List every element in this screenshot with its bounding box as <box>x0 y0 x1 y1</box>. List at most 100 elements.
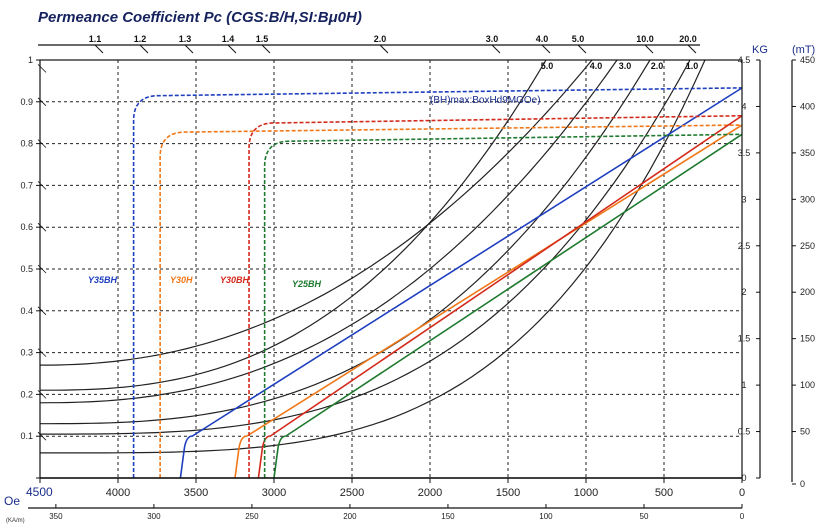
pc-left-tick <box>37 431 47 441</box>
pc-top-label: 1.4 <box>222 34 235 44</box>
pc-top-label: 1.3 <box>179 34 192 44</box>
pc-left-tick <box>37 181 47 190</box>
y-tick-label-mt: 450 <box>800 55 815 65</box>
x-tick-label-oe: 0 <box>739 487 745 499</box>
pc-tick <box>644 44 654 54</box>
pc-tick <box>94 44 104 54</box>
pc-inner-label: 5.0 <box>541 61 554 71</box>
pc-top-label: 3.0 <box>486 34 499 44</box>
y-tick-label-kg: 1 <box>741 380 746 390</box>
grid-lines <box>40 60 742 478</box>
x-tick-label-ka: 100 <box>539 512 553 521</box>
y-tick-label-kg: 2 <box>741 287 746 297</box>
y-tick-label-mt: 300 <box>800 194 815 204</box>
x-unit-oe: Oe <box>4 494 20 508</box>
y-tick-label-mt: 400 <box>800 101 815 111</box>
pc-top-label: 1.1 <box>89 34 102 44</box>
x-tick-label-oe: 3500 <box>184 487 208 499</box>
pc-top-label: 4.0 <box>536 34 549 44</box>
y-tick-label-frac: 0.6 <box>20 222 33 232</box>
intrinsic-curve-Y30BH <box>248 114 743 478</box>
bhmax-annotation: (BH)max:BoxHd9MGOe) <box>430 95 541 106</box>
pc-left-tick <box>37 64 47 73</box>
x-tick-label-ka: 250 <box>245 512 259 521</box>
y-tick-label-kg: 2.5 <box>738 241 751 251</box>
y-tick-label-frac: 0.7 <box>20 180 33 190</box>
demag-line-Y35BH <box>179 87 743 479</box>
y-tick-label-kg: 0.5 <box>738 427 751 437</box>
y-tick-label-mt: 100 <box>800 380 815 390</box>
y-tick-label-kg: 1.5 <box>738 334 751 344</box>
pc-tick <box>541 44 551 54</box>
pc-left-tick <box>37 390 47 399</box>
x-tick-label-oe: 2000 <box>418 487 442 499</box>
y-unit-mt: (mT) <box>792 44 815 56</box>
x-tick-label-oe: 1000 <box>574 487 598 499</box>
y-unit-kg: KG <box>752 44 768 56</box>
pc-tick <box>227 44 237 54</box>
pc-left-tick <box>37 139 47 148</box>
axes <box>28 44 796 509</box>
bhmax-curves <box>39 59 706 454</box>
x-tick-label-ka: 200 <box>343 512 357 521</box>
pc-labels: 1.1 1.2 1.3 1.4 1.5 2.0 3.0 4.0 5.0 10.0 20.0 5.0 4.… <box>89 34 699 71</box>
x-unit-ka: (KA/m) <box>6 518 25 524</box>
chart-title: Permeance Coefficient Pc (CGS:B/H,SI:Bμ0… <box>38 9 362 26</box>
bhmax-curve <box>40 59 547 391</box>
x-tick-label-oe: 500 <box>655 487 673 499</box>
bhmax-curve <box>40 59 706 454</box>
permeance-lines <box>37 44 697 441</box>
pc-top-label: 1.5 <box>256 34 269 44</box>
pc-inner-label: 4.0 <box>590 61 603 71</box>
demagnetization-curves <box>132 87 743 479</box>
grade-label: Y35BH <box>88 275 118 285</box>
pc-top-label: 10.0 <box>636 34 654 44</box>
x-tick-label-oe: 4000 <box>106 487 130 499</box>
y-tick-label-mt: 50 <box>800 427 810 437</box>
y-tick-label-frac: 0.5 <box>20 264 33 274</box>
pc-inner-label: 2.0 <box>651 61 664 71</box>
x-tick-label-oe: 2500 <box>340 487 364 499</box>
pc-top-label: 5.0 <box>572 34 585 44</box>
y-tick-label-kg: 4.5 <box>738 55 751 65</box>
pc-tick <box>139 44 149 54</box>
pc-tick <box>687 44 697 54</box>
x-tick-label-oe: 3000 <box>262 487 286 499</box>
pc-top-label: 2.0 <box>374 34 387 44</box>
pc-left-tick <box>37 348 47 357</box>
pc-tick <box>379 44 389 54</box>
y-tick-label-mt: 0 <box>800 479 805 489</box>
y-tick-label-mt: 200 <box>800 287 815 297</box>
x-tick-label-ka: 0 <box>740 512 745 521</box>
demag-line-Y30H <box>234 124 743 479</box>
bhmax-curve <box>40 59 651 425</box>
y-tick-label-frac: 0.8 <box>20 139 33 149</box>
grade-label: Y25BH <box>292 279 322 289</box>
pc-left-tick <box>37 97 47 107</box>
bhmax-curve <box>39 59 618 404</box>
intrinsic-curve-Y30H <box>159 124 743 478</box>
x-tick-label-ka: 350 <box>49 512 63 521</box>
y-tick-label-frac: 0.1 <box>20 431 33 441</box>
y-tick-label-mt: 350 <box>800 148 815 158</box>
y-tick-label-kg: 4 <box>741 101 746 111</box>
y-tick-label-mt: 150 <box>800 334 815 344</box>
pc-tick <box>184 44 194 54</box>
y-tick-label-frac: 0.9 <box>20 97 33 107</box>
y-tick-label-kg: 3 <box>741 194 746 204</box>
bhmax-curve <box>40 59 691 435</box>
x-tick-label-oe: 4500 <box>26 485 53 499</box>
pc-left-tick <box>37 264 47 274</box>
grade-labels: Y35BH Y30H Y30BH Y25BH <box>88 275 322 289</box>
intrinsic-curve-Y25BH <box>263 133 743 478</box>
x-tick-label-ka: 300 <box>147 512 161 521</box>
pc-tick <box>577 44 587 54</box>
x-tick-label-oe: 1500 <box>496 487 520 499</box>
pc-inner-label: 1.0 <box>686 61 699 71</box>
pc-tick <box>491 44 501 54</box>
pc-top-label: 1.2 <box>134 34 147 44</box>
pc-top-label: 20.0 <box>679 34 697 44</box>
bhmax-curve <box>40 59 593 366</box>
